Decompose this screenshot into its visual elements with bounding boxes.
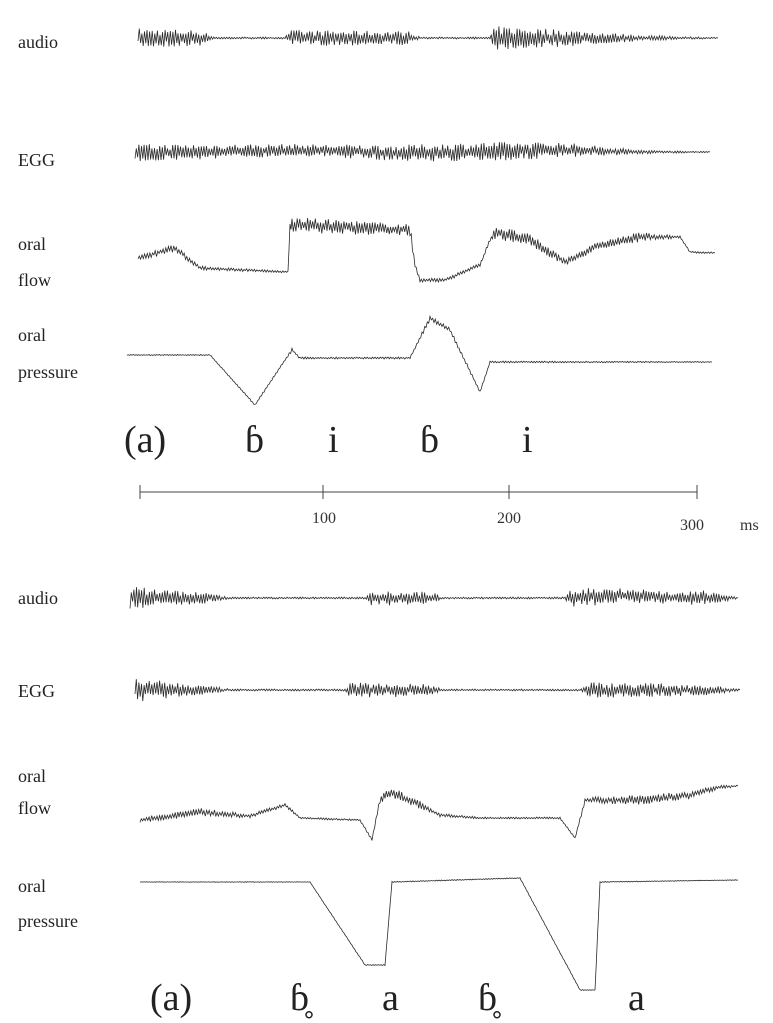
waveform bbox=[139, 784, 739, 841]
segment-label: a bbox=[628, 977, 645, 1019]
waveform bbox=[134, 142, 711, 162]
waveform bbox=[134, 679, 741, 702]
track-label: EGG bbox=[18, 681, 55, 701]
waveform bbox=[139, 877, 739, 991]
track-label: audio bbox=[18, 588, 58, 608]
track-label: EGG bbox=[18, 150, 55, 170]
time-scale bbox=[139, 485, 698, 499]
track-label: flow bbox=[18, 798, 51, 818]
segment-label: ɓ̥ bbox=[290, 977, 313, 1019]
track-label: pressure bbox=[18, 362, 78, 382]
caption: (a) bbox=[124, 419, 166, 461]
track-label: audio bbox=[18, 32, 58, 52]
segment-label: ɓ̥ bbox=[478, 977, 501, 1019]
waveform bbox=[129, 587, 739, 609]
segment-label: a bbox=[382, 977, 399, 1019]
segment-label: i bbox=[522, 419, 533, 461]
track-label: oral bbox=[18, 766, 46, 786]
track-label: flow bbox=[18, 270, 51, 290]
scale-label: 200 bbox=[497, 510, 521, 527]
track-label: pressure bbox=[18, 911, 78, 931]
segment-label: ɓ bbox=[245, 419, 264, 461]
track-label: oral bbox=[18, 876, 46, 896]
track-label: oral bbox=[18, 325, 46, 345]
scale-label: 100 bbox=[312, 510, 336, 527]
segment-label: i bbox=[328, 419, 339, 461]
segment-label: ɓ bbox=[420, 419, 439, 461]
waveform bbox=[137, 217, 716, 284]
scale-label: 300 bbox=[680, 517, 704, 534]
waveform bbox=[137, 26, 719, 50]
waveforms bbox=[126, 26, 741, 991]
scale-unit: ms bbox=[740, 517, 759, 534]
caption: (a) bbox=[150, 977, 192, 1019]
track-label: oral bbox=[18, 234, 46, 254]
waveform bbox=[126, 314, 713, 405]
